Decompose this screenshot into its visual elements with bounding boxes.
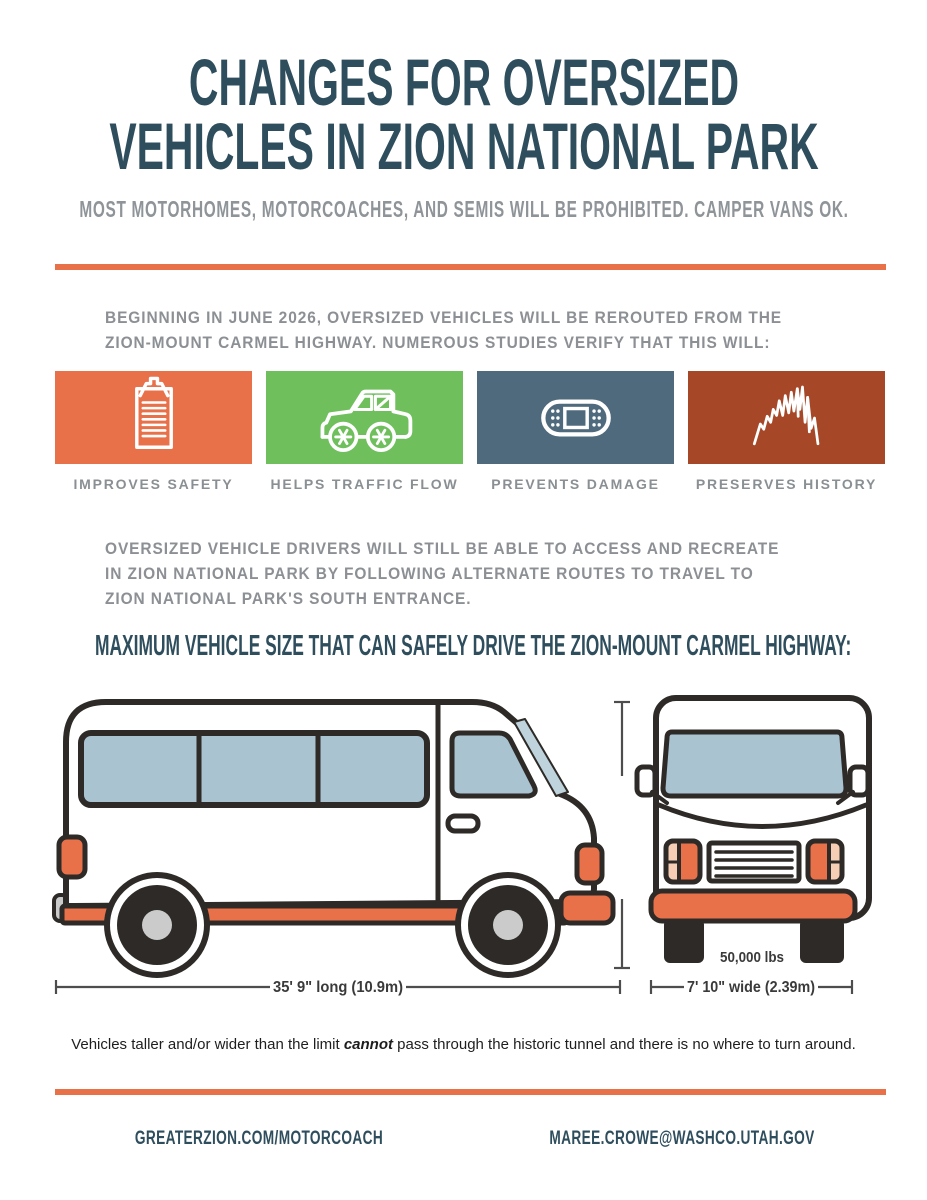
headlight-left [663,838,703,885]
top-divider [55,264,886,270]
footnote-post: pass through the historic tunnel and the… [393,1036,856,1053]
mirror-left [634,764,658,798]
mountain-icon [737,375,837,461]
jeep-icon [313,378,417,458]
access-note: OVERSIZED VEHICLE DRIVERS WILL STILL BE … [105,539,780,608]
intro-text: BEGINNING IN JUNE 2026, OVERSIZED VEHICL… [105,308,783,352]
benefit-box-history [688,371,885,464]
mirror-right [847,764,871,798]
width-dimension-label: 7' 10" wide (2.39m) [687,979,815,996]
van-front-marker [574,842,605,886]
dimension-labels: 11' 4" tall (3.45m) 35' 9" long (10.9m) … [273,950,815,996]
page-subtitle: MOST MOTORHOMES, MOTORCOACHES, AND SEMIS… [78,196,849,222]
tunnel-footnote: Vehicles taller and/or wider than the li… [0,1034,927,1056]
headlight-right [805,838,845,885]
side-van [52,699,616,978]
benefit-box-traffic [266,371,463,464]
max-size-heading: MAXIMUM VEHICLE SIZE THAT CAN SAFELY DRI… [95,630,852,662]
front-wheel-left [664,919,704,963]
van-front-wheel [455,872,561,978]
van-door-handle [445,813,481,834]
footnote-pre: Vehicles taller and/or wider than the li… [71,1036,344,1053]
benefit-label-traffic: HELPS TRAFFIC FLOW [270,476,459,492]
bottom-divider [55,1089,886,1095]
length-dimension-label: 35' 9" long (10.9m) [273,979,403,996]
van-a-pillar-glass [513,718,569,797]
front-van [634,695,872,963]
van-side-windows [78,730,430,808]
vehicle-diagram: 11' 4" tall (3.45m) 35' 9" long (10.9m) … [52,695,872,996]
van-rear-bumper [56,834,88,880]
front-bumper [648,888,858,924]
footer-website: GREATERZION.COM/MOTORCOACH [134,1128,384,1149]
front-wheel-right [800,919,844,963]
benefit-label-damage: PREVENTS DAMAGE [491,476,660,492]
benefit-box-safety [55,371,252,464]
grille [706,840,802,884]
hood-line [656,802,869,829]
page-title: CHANGES FOR OVERSIZED VEHICLES IN ZION N… [108,45,819,183]
benefit-box-damage [477,371,674,464]
van-cab-window [449,730,538,799]
footnote-emphasis: cannot [343,1036,393,1053]
weight-label: 50,000 lbs [720,950,784,966]
windshield [660,729,849,799]
footer-email: MAREE.CROWE@WASHCO.UTAH.GOV [549,1128,815,1149]
van-front-bumper-side [558,890,616,926]
van-rear-wheel [104,872,210,978]
benefit-label-safety: IMPROVES SAFETY [73,476,234,492]
clipboard-icon [108,375,200,461]
dimension-lines [54,700,854,994]
bandage-icon [526,375,626,461]
benefit-label-history: PRESERVES HISTORY [695,476,878,492]
